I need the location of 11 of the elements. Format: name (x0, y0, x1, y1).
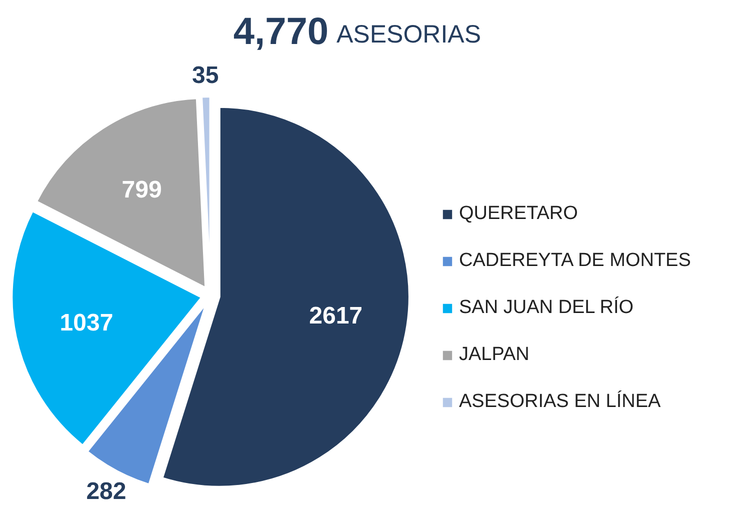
data-label: 282 (86, 478, 126, 505)
legend-label: QUERETARO (459, 203, 578, 225)
legend-label: ASESORIAS EN LÍNEA (459, 391, 661, 413)
data-label: 1037 (60, 310, 114, 337)
legend-label: JALPAN (459, 344, 530, 366)
data-label: 799 (122, 176, 162, 204)
legend-label: SAN JUAN DEL RÍO (459, 297, 634, 319)
data-label: 2617 (309, 302, 363, 330)
data-label: 35 (192, 62, 219, 90)
chart-title: 4,770 ASESORIAS (233, 11, 481, 53)
legend-label: CADEREYTA DE MONTES (459, 250, 691, 272)
